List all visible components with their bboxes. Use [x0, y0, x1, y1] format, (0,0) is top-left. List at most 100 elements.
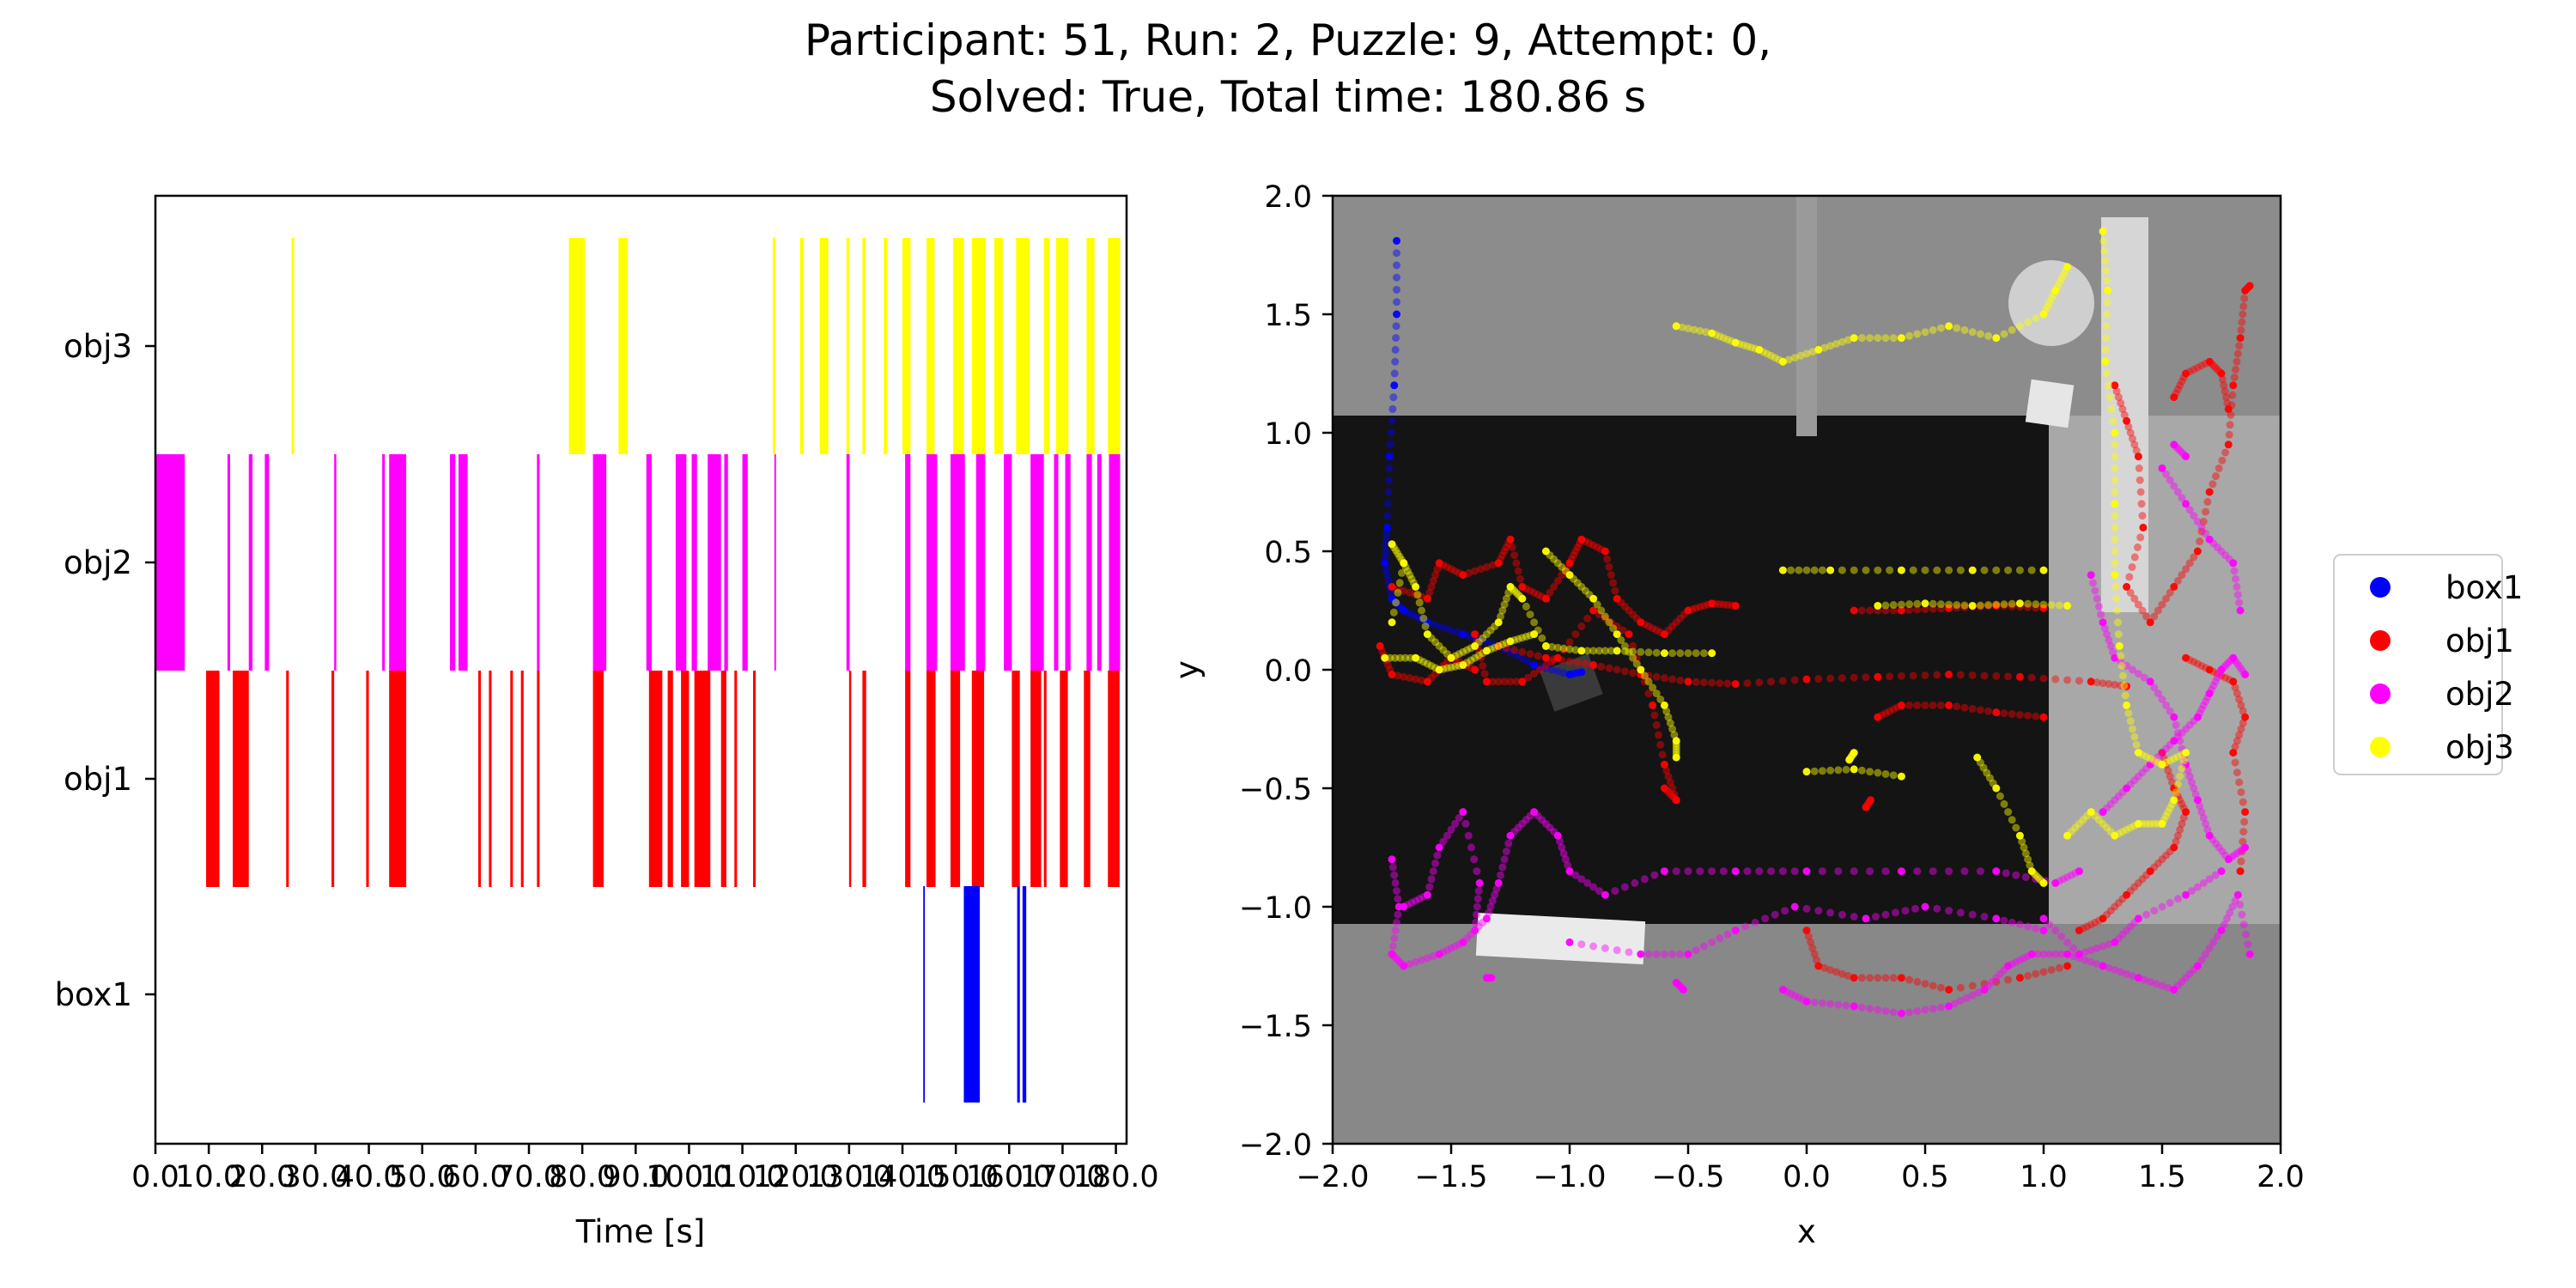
point-obj3 [1759, 348, 1767, 356]
point-obj1 [2032, 712, 2040, 720]
point-obj1 [1423, 594, 1431, 603]
point-obj3 [2032, 871, 2040, 879]
point-obj3 [1389, 608, 1398, 617]
point-obj1 [2039, 968, 2048, 976]
point-obj1 [2117, 399, 2125, 407]
point-obj3 [1771, 354, 1779, 362]
point-obj3 [1550, 555, 1558, 563]
raster-bar-box1 [1022, 886, 1027, 1103]
point-obj1 [1716, 600, 1724, 609]
point-obj2 [2182, 453, 2190, 461]
legend-marker-obj3 [2370, 737, 2391, 757]
point-obj1 [1692, 677, 1700, 686]
point-obj3 [1423, 630, 1431, 639]
point-obj1 [1660, 760, 1668, 769]
point-obj1 [1526, 586, 1534, 595]
point-obj2 [1400, 902, 1408, 911]
point-obj2 [2224, 855, 2233, 864]
point-obj1 [1526, 650, 1534, 659]
point-obj2 [2205, 944, 2214, 952]
point-obj2 [2123, 927, 2131, 935]
point-obj2 [1929, 1005, 1937, 1013]
raster-bar-obj1 [848, 671, 852, 887]
point-box1 [1382, 541, 1390, 550]
point-obj1 [1813, 956, 1820, 964]
point-obj3 [1672, 737, 1680, 745]
point-obj2 [1439, 948, 1448, 957]
point-obj1 [1640, 620, 1649, 629]
point-obj2 [1826, 908, 1835, 917]
point-obj2 [1403, 901, 1412, 909]
point-obj1 [2039, 604, 2048, 612]
point-obj1 [1619, 626, 1627, 635]
point-obj1 [1477, 653, 1485, 662]
point-obj1 [1439, 561, 1448, 569]
point-obj3 [1739, 341, 1747, 349]
point-obj3 [1573, 579, 1582, 587]
point-obj3 [1711, 331, 1720, 339]
raster-bar-obj3 [1016, 238, 1030, 454]
point-obj1 [1383, 660, 1392, 669]
point-obj2 [2190, 512, 2198, 520]
point-obj1 [2142, 871, 2151, 879]
point-obj1 [1541, 594, 1550, 603]
point-obj2 [2205, 875, 2214, 884]
point-obj3 [2055, 278, 2063, 287]
point-obj3 [2103, 298, 2111, 307]
point-obj1 [2231, 743, 2239, 751]
point-obj1 [2232, 365, 2240, 374]
scatter-y-tick-label: −1.5 [1239, 1010, 1312, 1044]
point-obj1 [1666, 778, 1674, 787]
point-obj1 [1668, 675, 1677, 683]
shadow-box [1540, 653, 1603, 712]
point-obj2 [1564, 861, 1572, 870]
point-obj3 [2126, 823, 2135, 832]
point-obj3 [1802, 768, 1811, 776]
point-obj3 [1471, 653, 1479, 662]
point-obj2 [1778, 986, 1787, 994]
point-obj2 [2130, 776, 2139, 785]
point-obj3 [1984, 331, 1993, 340]
point-obj3 [1644, 648, 1653, 657]
point-obj3 [1660, 649, 1668, 658]
point-obj1 [2241, 808, 2250, 817]
point-obj2 [2097, 611, 2105, 619]
point-obj3 [2107, 404, 2116, 413]
point-box1 [1382, 547, 1390, 556]
point-obj1 [1518, 677, 1527, 686]
point-obj3 [1802, 349, 1811, 358]
point-obj3 [1392, 546, 1400, 555]
point-obj2 [1834, 867, 1843, 876]
point-obj1 [2024, 711, 2032, 720]
point-obj3 [2000, 799, 2008, 808]
point-obj2 [1761, 914, 1770, 923]
point-obj1 [1905, 975, 1914, 984]
point-obj3 [1945, 566, 1953, 574]
point-obj2 [2235, 662, 2244, 671]
point-obj1 [1945, 986, 1953, 994]
point-obj2 [2229, 559, 2238, 568]
point-obj2 [1818, 999, 1826, 1007]
point-obj2 [2202, 819, 2210, 828]
point-obj3 [2099, 237, 2108, 246]
point-obj3 [1435, 641, 1443, 650]
point-obj1 [2158, 600, 2166, 609]
point-obj3 [1834, 766, 1843, 775]
point-obj3 [1909, 566, 1917, 574]
point-obj2 [2069, 952, 2077, 960]
point-obj1 [1406, 588, 1414, 597]
point-obj2 [2094, 602, 2103, 611]
point-obj1 [1692, 604, 1700, 612]
point-obj1 [1494, 677, 1503, 686]
point-obj1 [2209, 667, 2218, 676]
point-box1 [1393, 273, 1401, 282]
point-obj1 [2179, 814, 2188, 822]
point-obj2 [1558, 843, 1566, 852]
point-obj1 [1522, 585, 1530, 593]
point-obj2 [1447, 825, 1455, 834]
raster-x-tick-label: 50.0 [389, 1160, 456, 1194]
point-obj1 [1652, 720, 1661, 729]
point-obj3 [2012, 823, 2020, 832]
point-obj2 [2087, 957, 2095, 966]
point-obj3 [2053, 283, 2062, 291]
